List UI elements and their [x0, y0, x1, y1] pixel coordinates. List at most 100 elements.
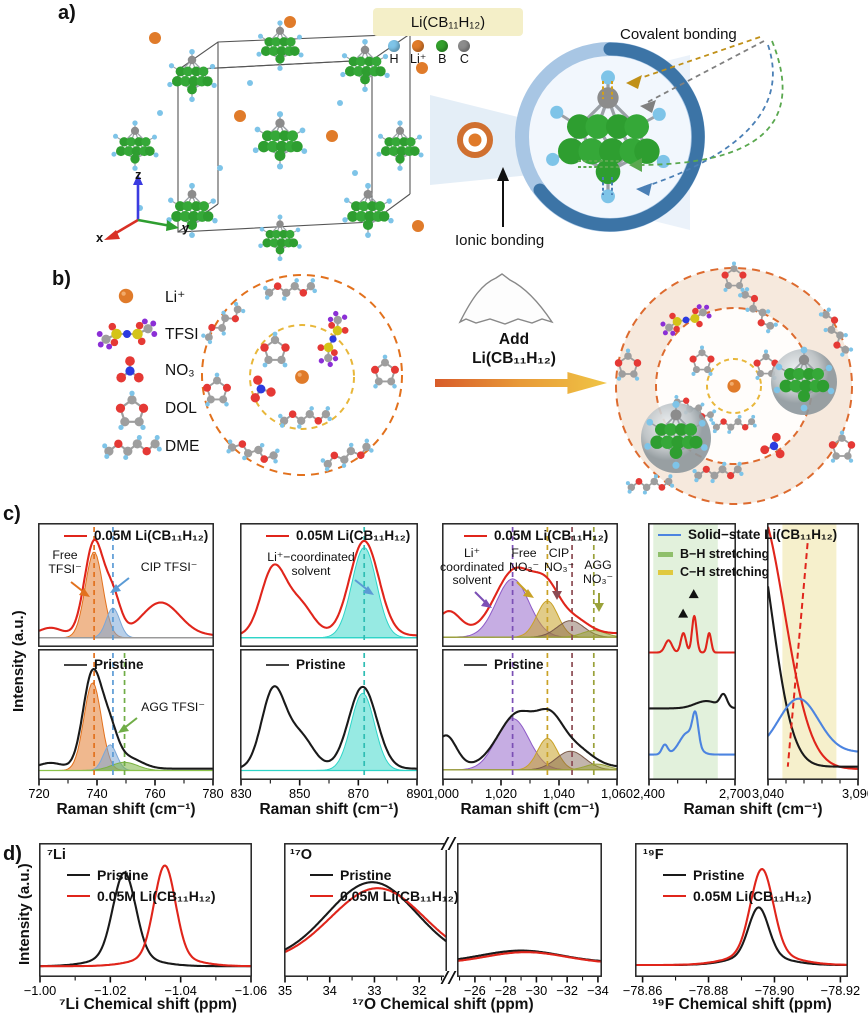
d2-x-axis-title: ¹⁷O Chemical shift (ppm): [352, 996, 534, 1013]
covalent-bonding-label: Covalent bonding: [620, 26, 737, 43]
b-atom-icon: [436, 40, 449, 52]
axis-break-bottom: [444, 971, 453, 984]
svg-text:−78.92: −78.92: [821, 983, 861, 998]
black-line-swatch: [64, 663, 87, 666]
svg-text:−28: −28: [495, 983, 517, 998]
free-no3-arrow: [516, 581, 534, 598]
li-molecule-icon: [118, 288, 134, 304]
d3-x-axis-title: ¹⁹F Chemical shift (ppm): [652, 996, 832, 1013]
powder-icon: [458, 273, 554, 325]
axis-break-top: [444, 837, 453, 850]
isotope-17o-label: ¹⁷O: [290, 847, 313, 863]
black-line-swatch: [67, 874, 90, 876]
ionic-bonding-label: Ionic bonding: [455, 232, 545, 249]
nmr-7li-subplot: −1.00 −1.02 −1.04 −1.06 ⁷Li Pristine 0.05M …: [24, 843, 267, 1003]
crystal-structure: [110, 16, 428, 262]
svg-text:870: 870: [348, 786, 369, 801]
svg-text:1,060: 1,060: [601, 786, 633, 801]
free-no3-annotation: Free NO₃⁻: [509, 546, 539, 574]
svg-text:35: 35: [278, 983, 292, 998]
raman-solvent-bottom-plot: 830 850 870 890: [230, 649, 428, 801]
isotope-7li-label: ⁷Li: [47, 847, 66, 863]
agg-tfsi-arrow: [118, 717, 138, 733]
red-line-swatch: [310, 895, 333, 897]
svg-text:33: 33: [367, 983, 381, 998]
svg-text:−30: −30: [526, 983, 548, 998]
li-coordinated-solvent-annotation: Li⁺−coordinated solvent: [267, 550, 355, 578]
panel-c-label: c): [3, 503, 21, 525]
red-line-swatch: [266, 534, 289, 537]
c4-x-axis-title: Raman shift (cm⁻¹): [683, 801, 823, 818]
nmr-19f-plot: −78.86 −78.88 −78.90 −78.92: [623, 843, 860, 998]
svg-text:−1.04: −1.04: [164, 983, 196, 998]
blue-line-swatch: [658, 533, 681, 536]
dme-legend-label: DME: [165, 438, 200, 455]
panel-d-y-axis-title: Intensity (a.u.): [16, 863, 33, 965]
d1-legend-pristine: Pristine: [67, 867, 148, 883]
svg-text:720: 720: [28, 786, 49, 801]
svg-text:−1.02: −1.02: [94, 983, 126, 998]
svg-text:−32: −32: [556, 983, 578, 998]
black-line-swatch: [663, 874, 686, 876]
panel-c-y-axis-title: Intensity (a.u.): [10, 610, 27, 712]
cip-no3-arrow: [552, 581, 562, 600]
panel-a-label: a): [58, 2, 76, 24]
c-atom-icon: [458, 40, 471, 52]
agg-no3-arrow: [594, 593, 604, 612]
dme-molecule-icon: [101, 433, 163, 462]
red-line-swatch: [464, 534, 487, 537]
c3-x-axis-title: Raman shift (cm⁻¹): [460, 801, 600, 818]
isotope-19f-label: ¹⁹F: [643, 847, 664, 863]
axis-triad: z x y: [96, 167, 190, 245]
atom-c: C: [458, 40, 471, 67]
red-line-swatch: [64, 534, 87, 537]
c1-x-axis-title: Raman shift (cm⁻¹): [56, 801, 196, 818]
tfsi-molecule-icon: [95, 317, 159, 351]
nmr-17o-left-plot: 35 34 33 32: [278, 843, 447, 998]
li-coordinated-solvent-annotation: Li⁺ coordinated solvent: [440, 546, 505, 588]
raman-no3-top-plot: [442, 523, 618, 647]
li-coordinated-arrow: [474, 591, 492, 608]
free-tfsi-annotation: Free TFSI⁻: [48, 548, 82, 576]
svg-text:32: 32: [412, 983, 426, 998]
cip-no3-annotation: CIP NO₃⁻: [544, 546, 574, 574]
li-coordinated-solvent-arrow: [354, 579, 374, 595]
raman-no3-subplot: 1,000 1,020 1,040 1,060 0.05M Li(CB₁₁H₁₂) L…: [427, 523, 633, 823]
y-axis-label: y: [182, 220, 190, 235]
panel-a-legend-box: Li(CB₁₁H₁₂): [373, 8, 523, 36]
svg-text:760: 760: [144, 786, 165, 801]
svg-text:−78.90: −78.90: [755, 983, 795, 998]
d2-legend-sample: 0.05M Li(CB₁₁H₁₂): [310, 888, 459, 904]
svg-text:3,090: 3,090: [842, 786, 868, 801]
atom-legend: H Li⁺ B C: [388, 40, 471, 67]
add-arrow: [435, 372, 607, 394]
svg-text:−34: −34: [587, 983, 609, 998]
x-axis-label: x: [96, 230, 104, 245]
atom-h: H: [388, 40, 400, 67]
yellow-band-swatch: [658, 569, 673, 575]
svg-text:−78.88: −78.88: [689, 983, 729, 998]
black-line-swatch: [266, 663, 289, 666]
d1-legend-sample: 0.05M Li(CB₁₁H₁₂): [67, 888, 216, 904]
nmr-17o-subplot: 35 34 33 32 −26 −28 −30 −32 −34 ¹⁷O Pristine 0.…: [278, 837, 609, 1003]
raman-bh-plot: 2,400 2,700: [633, 523, 751, 801]
c2-top-legend: 0.05M Li(CB₁₁H₁₂): [266, 528, 410, 543]
svg-text:1,000: 1,000: [427, 786, 459, 801]
d2-legend-pristine: Pristine: [310, 867, 391, 883]
nmr-17o-right-plot: −26 −28 −30 −32 −34: [457, 843, 609, 998]
panel-a-legend-title: Li(CB₁₁H₁₂): [410, 13, 486, 31]
svg-text:34: 34: [323, 983, 337, 998]
z-axis-label: z: [135, 167, 142, 182]
black-line-swatch: [310, 874, 333, 876]
green-band-swatch: [658, 551, 673, 557]
svg-text:740: 740: [86, 786, 107, 801]
panel-b-label: b): [52, 268, 71, 290]
magnifier-view: [430, 36, 784, 232]
black-line-swatch: [464, 663, 487, 666]
agg-no3-annotation: AGG NO₃⁻: [583, 558, 613, 586]
svg-text:850: 850: [289, 786, 310, 801]
tfsi-legend-label: TFSI: [165, 326, 199, 343]
li-atom-icon: [412, 40, 425, 52]
dol-molecule-icon: [114, 389, 150, 432]
